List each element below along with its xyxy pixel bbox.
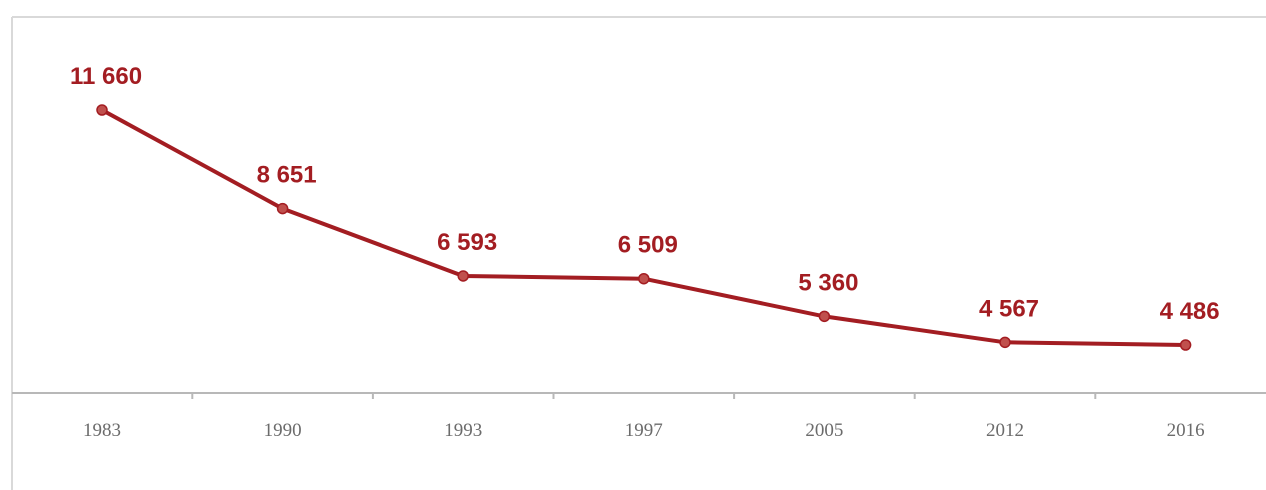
x-axis-tick-labels: 1983 1990 1993 1997 2005 2012 2016 [83, 420, 1205, 441]
series-markers [96, 104, 1192, 351]
data-label-2012: 4 567 [979, 295, 1039, 322]
x-tick-label-1993: 1993 [444, 420, 482, 441]
data-label-1993: 6 593 [437, 229, 497, 256]
x-tick-label-2005: 2005 [805, 420, 843, 441]
data-point-1990 [276, 202, 289, 215]
data-label-2016: 4 486 [1160, 298, 1220, 325]
data-point-1997 [638, 272, 650, 285]
x-axis-ticks [191, 393, 1097, 399]
x-tick-label-2016: 2016 [1167, 420, 1205, 441]
data-label-2005: 5 360 [798, 269, 858, 296]
data-point-1993 [457, 270, 469, 282]
data-point-1983 [96, 104, 108, 116]
x-tick-label-2012: 2012 [986, 420, 1024, 441]
data-label-1997: 6 509 [618, 232, 678, 259]
data-point-2016 [1179, 339, 1192, 351]
x-tick-label-1983: 1983 [83, 420, 121, 441]
data-point-2005 [818, 310, 831, 323]
data-label-1983: 11 660 [70, 63, 142, 90]
x-tick-label-1990: 1990 [264, 420, 302, 441]
data-labels: 11 660 8 651 6 593 6 509 5 360 4 567 4 486 [70, 63, 1220, 325]
data-label-1990: 8 651 [257, 162, 317, 189]
x-tick-label-1997: 1997 [625, 420, 663, 441]
data-point-2012 [999, 336, 1011, 349]
